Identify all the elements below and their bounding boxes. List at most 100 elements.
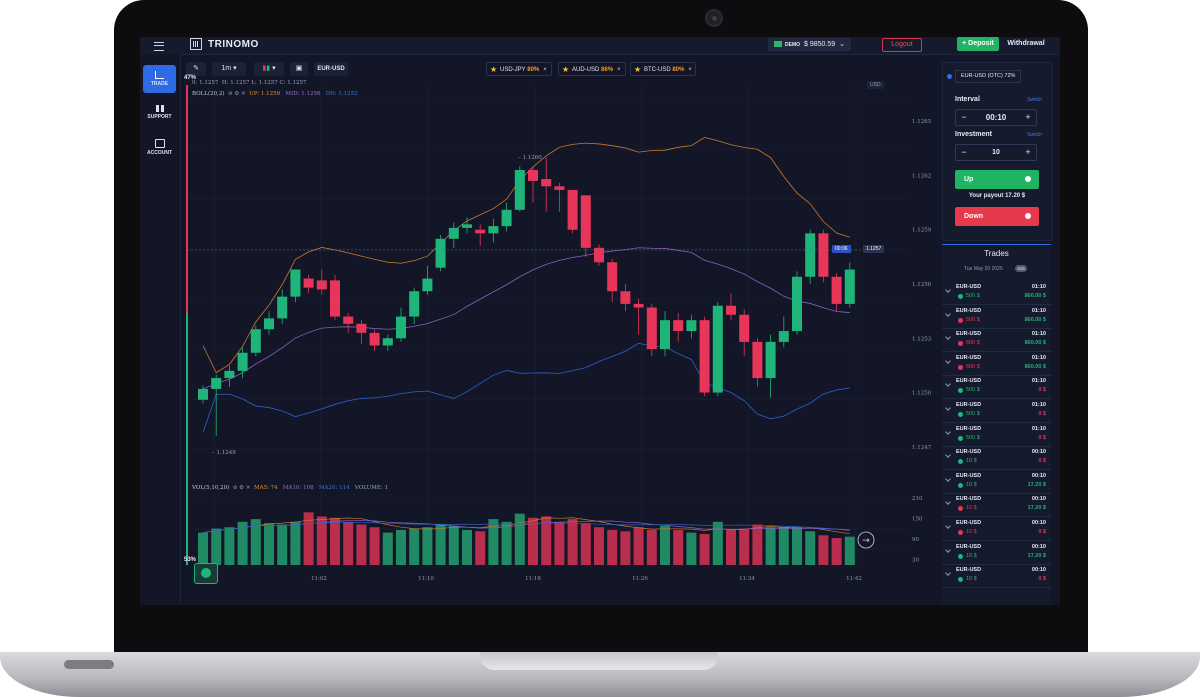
play-sound-button[interactable] (194, 563, 218, 584)
trade-row[interactable]: EUR-USD 01:10 500 $ 860.00 $ (942, 305, 1051, 329)
candle-body[interactable] (541, 179, 552, 187)
chevron-down-icon[interactable] (945, 287, 951, 293)
up-button[interactable]: Up (955, 170, 1039, 189)
trade-row[interactable]: EUR-USD 01:10 500 $ 0 $ (942, 399, 1051, 423)
candle-body[interactable] (303, 278, 314, 288)
candle-body[interactable] (369, 332, 380, 346)
candle-body[interactable] (198, 388, 208, 400)
candle-body[interactable] (237, 352, 248, 371)
chevron-down-icon[interactable] (945, 546, 951, 553)
chevron-down-icon[interactable] (945, 499, 951, 506)
minus-icon[interactable]: − (961, 147, 967, 157)
chart-type-select[interactable]: ▮▮ ▾ (254, 62, 284, 76)
chevron-down-icon[interactable] (945, 452, 951, 459)
candle-body[interactable] (316, 280, 327, 290)
trade-row[interactable]: EUR-USD 00:10 10 $ 0 $ (942, 517, 1051, 541)
candle-body[interactable] (211, 378, 222, 389)
hamburger-menu-icon[interactable] (154, 42, 164, 51)
asset-selector[interactable]: EUR-USD (OTC) 72% (955, 70, 1022, 83)
trade-row[interactable]: EUR-USD 01:10 500 $ 0 $ (942, 423, 1051, 447)
account-balance-dropdown[interactable]: DEMO $ 9850.59 ⌄ (768, 38, 852, 51)
pair-tab-usd-jpy[interactable]: ★ USD-JPY 80% × (486, 62, 552, 76)
investment-stepper[interactable]: − 10 + (955, 144, 1037, 161)
interval-switch-link[interactable]: Switch (1027, 97, 1042, 103)
candle-body[interactable] (250, 329, 261, 353)
withdrawal-button[interactable]: Withdrawal (1007, 40, 1045, 47)
pair-tab-btc-usd[interactable]: ★ BTC-USD 80% × (630, 62, 696, 76)
trade-row[interactable]: EUR-USD 01:10 500 $ 860.00 $ (942, 328, 1051, 353)
interval-stepper[interactable]: − 00:10 + (955, 109, 1037, 126)
sidebar-item-trade[interactable]: TRADE (143, 65, 176, 93)
chevron-down-icon[interactable] (945, 405, 951, 411)
candle-body[interactable] (646, 307, 657, 350)
candle-body[interactable] (290, 269, 301, 297)
candle-body[interactable] (633, 303, 644, 308)
candle-body[interactable] (462, 224, 472, 228)
trade-row[interactable]: EUR-USD 01:10 500 $ 860.00 $ (942, 281, 1051, 305)
candle-body[interactable] (330, 280, 340, 317)
candle-body[interactable] (844, 269, 855, 304)
candle-body[interactable] (409, 291, 420, 317)
trade-row[interactable]: EUR-USD 00:10 10 $ 17.20 $ (942, 541, 1051, 565)
trade-row[interactable]: EUR-USD 00:10 10 $ 17.20 $ (942, 493, 1051, 518)
chevron-down-icon[interactable] (945, 523, 951, 529)
interval-value[interactable]: 00:10 (985, 113, 1007, 122)
candle-body[interactable] (620, 291, 631, 304)
candle-body[interactable] (356, 323, 367, 333)
candle-body[interactable] (514, 170, 525, 210)
candle-body[interactable] (435, 238, 446, 268)
price-chart[interactable]: 1.1265 1.1262 1.1259 1.1256 1.1253 1.1250 1.12… (184, 75, 938, 601)
chevron-down-icon[interactable] (945, 428, 951, 435)
candle-body[interactable] (501, 209, 512, 227)
chevron-down-icon[interactable] (945, 334, 951, 341)
chevron-down-icon[interactable] (945, 381, 951, 388)
candle-body[interactable] (765, 341, 776, 379)
chevron-down-icon[interactable] (945, 570, 951, 577)
candle-body[interactable] (831, 276, 842, 304)
trade-row[interactable]: EUR-USD 00:10 10 $ 0 $ (942, 564, 1051, 589)
candle-body[interactable] (778, 331, 789, 342)
candle-body[interactable] (712, 305, 723, 393)
candle-body[interactable] (699, 320, 710, 393)
candle-body[interactable] (448, 227, 459, 239)
trade-row[interactable]: EUR-USD 00:10 10 $ 17.20 $ (942, 470, 1051, 494)
down-button[interactable]: Down (955, 207, 1039, 226)
candle-body[interactable] (343, 316, 354, 324)
arrow-right-icon[interactable]: → (862, 536, 870, 546)
candle-body[interactable] (739, 314, 750, 342)
trade-row[interactable]: EUR-USD 00:10 10 $ 0 $ (942, 446, 1051, 471)
candle-body[interactable] (264, 318, 274, 330)
close-icon[interactable]: × (688, 67, 692, 73)
candle-body[interactable] (594, 247, 604, 263)
chevron-down-icon[interactable] (945, 310, 951, 317)
candle-body[interactable] (422, 278, 433, 292)
pair-tab-aud-usd[interactable]: ★ AUD-USD 86% × (558, 62, 626, 76)
candle-body[interactable] (277, 296, 288, 319)
draw-tool-button[interactable]: ✎ (186, 62, 206, 76)
candle-body[interactable] (567, 189, 578, 230)
candle-body[interactable] (382, 338, 393, 346)
investment-value[interactable]: 10 (992, 149, 1000, 156)
indicators-button[interactable]: ▣ (290, 62, 308, 76)
candle-body[interactable] (818, 233, 829, 277)
chevron-down-icon[interactable] (945, 475, 951, 482)
candle-body[interactable] (554, 186, 565, 190)
plus-icon[interactable]: + (1025, 147, 1031, 157)
deposit-button[interactable]: + Deposit (957, 37, 999, 51)
candle-body[interactable] (396, 316, 406, 339)
timeframe-select[interactable]: 1m ▾ (212, 62, 246, 76)
logout-button[interactable]: Logout (882, 38, 922, 52)
close-icon[interactable]: × (617, 67, 621, 73)
candle-body[interactable] (805, 233, 816, 277)
scroll-to-latest-button[interactable] (857, 531, 875, 549)
minus-icon[interactable]: − (961, 112, 967, 122)
chevron-down-icon[interactable] (945, 357, 951, 364)
candle-body[interactable] (488, 226, 499, 234)
candle-body[interactable] (686, 320, 697, 332)
sidebar-item-account[interactable]: ACCOUNT (143, 133, 176, 161)
symbol-label[interactable]: EUR-USD (314, 62, 348, 76)
candle-body[interactable] (580, 195, 591, 248)
plus-icon[interactable]: + (1025, 112, 1031, 122)
close-icon[interactable]: × (543, 67, 547, 73)
trade-row[interactable]: EUR-USD 01:10 500 $ 860.00 $ (942, 352, 1051, 376)
